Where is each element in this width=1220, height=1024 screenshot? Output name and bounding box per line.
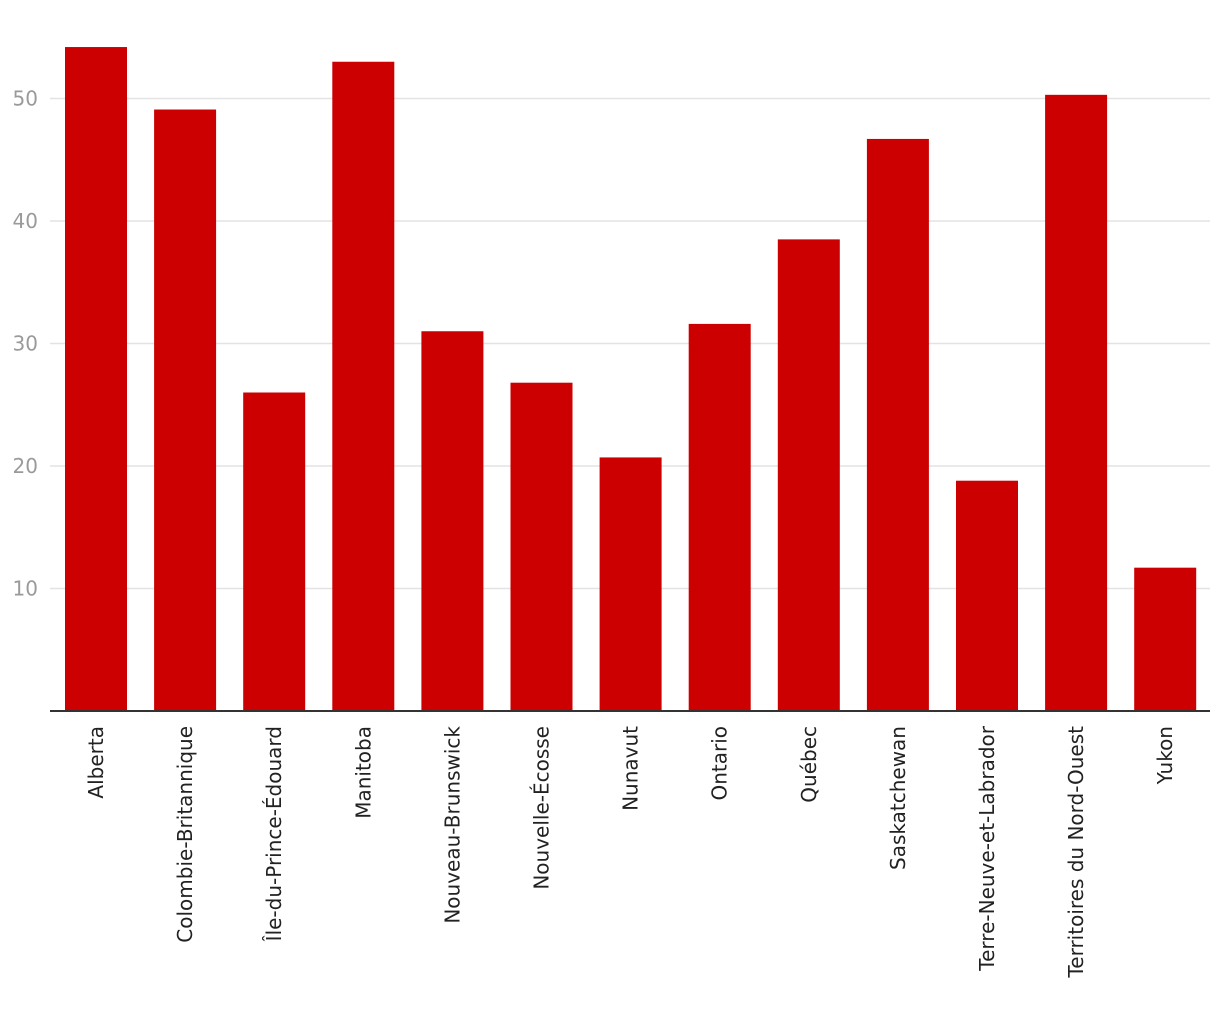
- y-tick-label: 10: [13, 577, 38, 601]
- x-tick-label: Alberta: [84, 726, 108, 799]
- bar-nunavut: [599, 457, 662, 711]
- bar-colombie-britannique: [154, 109, 217, 711]
- x-tick-label: Terre-Neuve-et-Labrador: [975, 725, 999, 971]
- bar-nouveau-brunswick: [421, 331, 484, 711]
- bar-qu-bec: [777, 239, 840, 711]
- bar-yukon: [1134, 567, 1197, 711]
- y-tick-label: 40: [13, 209, 38, 233]
- x-tick-label: Île-du-Prince-Édouard: [262, 726, 286, 942]
- bars: [65, 47, 1197, 712]
- y-tick-label: 20: [13, 454, 38, 478]
- bar-alberta: [65, 47, 127, 712]
- x-tick-label: Ontario: [708, 726, 732, 801]
- x-tick-label: Nunavut: [619, 726, 643, 811]
- x-tick-label: Nouveau-Brunswick: [440, 726, 464, 924]
- bar-nouvelle-cosse: [510, 382, 573, 711]
- y-tick-label: 50: [13, 87, 38, 111]
- y-tick-label: 30: [13, 332, 38, 356]
- bar-terre-neuve-et-labrador: [956, 480, 1018, 711]
- x-tick-label: Colombie-Britannique: [173, 726, 197, 943]
- tick-labels: 10 20 30 40 50 Alberta Colombie-Britannique Île…: [13, 87, 1178, 979]
- x-tick-label: Manitoba: [351, 726, 375, 819]
- bar-saskatchewan: [866, 138, 929, 712]
- x-tick-label: Saskatchewan: [886, 726, 910, 870]
- bar--le-du-prince-douard: [243, 392, 306, 711]
- x-tick-label: Territoires du Nord-Ouest: [1064, 726, 1088, 979]
- bar-manitoba: [332, 61, 395, 711]
- bar-ontario: [688, 323, 751, 711]
- x-tick-label: Québec: [797, 726, 821, 803]
- x-tick-label: Yukon: [1153, 726, 1177, 785]
- x-tick-label: Nouvelle-Écosse: [530, 726, 554, 890]
- bar-territoires-du-nord-ouest: [1045, 94, 1108, 711]
